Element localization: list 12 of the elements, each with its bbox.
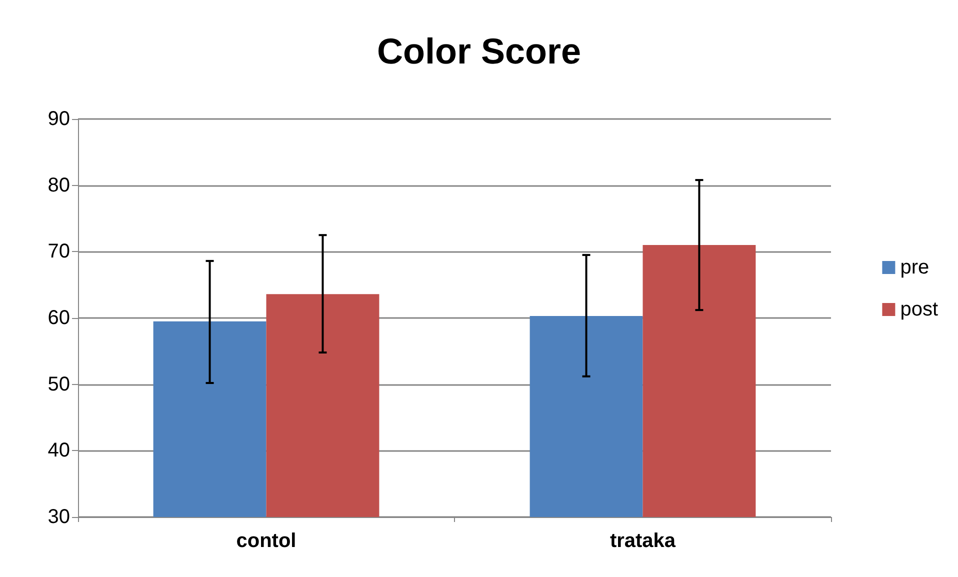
y-tick-label: 80	[48, 174, 70, 196]
y-tick-label: 90	[48, 108, 70, 130]
x-tick-label: contol	[236, 530, 296, 552]
legend-label: pre	[900, 256, 930, 278]
legend-label: post	[900, 298, 938, 320]
y-tick-label: 30	[48, 506, 70, 528]
y-tick-label: 70	[48, 240, 70, 263]
y-tick-label: 60	[48, 307, 70, 329]
x-tick-label: trataka	[610, 530, 676, 552]
y-tick-label: 40	[48, 440, 70, 462]
y-tick-label: 50	[48, 373, 70, 396]
chart-title: Color Score	[376, 30, 582, 72]
